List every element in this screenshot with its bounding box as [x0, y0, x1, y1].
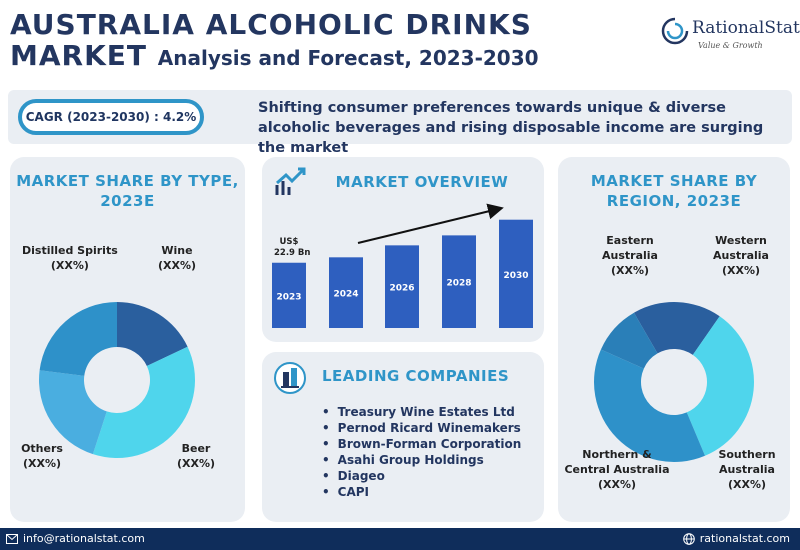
- footer-email-text[interactable]: info@rationalstat.com: [23, 532, 145, 545]
- market-share-region-card: MARKET SHARE BY REGION, 2023E Eastern Aus…: [558, 157, 790, 522]
- region-slice-western-australia: [634, 302, 720, 355]
- label-northern-central-australia: Northern & Central Australia (XX%): [564, 448, 670, 491]
- region-donut-chart: [594, 302, 754, 462]
- region-slice-eastern-australia: [600, 312, 658, 369]
- type-slice-others: [39, 370, 107, 455]
- overview-bar-chart: 2023 2024 2026 2028 2030: [272, 203, 533, 328]
- label-wine: Wine (XX%): [157, 244, 197, 272]
- type-donut-chart: [39, 302, 195, 458]
- mail-icon: [6, 533, 18, 544]
- type-slice-distilled-spirits: [39, 302, 117, 376]
- cagr-badge: CAGR (2023-2030) : 4.2%: [18, 99, 204, 135]
- page-header: AUSTRALIA ALCOHOLIC DRINKS MARKET Analys…: [10, 10, 610, 74]
- type-chart-title: MARKET SHARE BY TYPE, 2023E: [16, 172, 239, 210]
- company-item: Pernod Ricard Winemakers: [322, 420, 521, 436]
- company-item: Diageo: [322, 468, 521, 484]
- company-item: Brown-Forman Corporation: [322, 436, 522, 452]
- bar-label-2023: 2023: [276, 292, 301, 302]
- page-footer: info@rationalstat.com rationalstat.com: [0, 528, 800, 550]
- logo-tagline: Value & Growth: [698, 41, 763, 50]
- bar-label-2028: 2028: [446, 279, 471, 289]
- bar-2026: [385, 245, 419, 328]
- page-title-line2: MARKET Analysis and Forecast, 2023-2030: [10, 40, 610, 74]
- bar-2024: [329, 257, 363, 328]
- bar-2030: [499, 219, 533, 328]
- company-item: Asahi Group Holdings: [322, 452, 521, 468]
- banner-text: Shifting consumer preferences towards un…: [258, 100, 764, 156]
- company-item: CAPI: [322, 484, 521, 500]
- page-title-main: MARKET: [10, 39, 148, 72]
- region-slice-northern-central-australia: [594, 349, 706, 462]
- leading-companies-card: LEADING COMPANIES Treasury Wine Estates …: [262, 352, 544, 522]
- company-item: Treasury Wine Estates Ltd: [322, 404, 521, 420]
- footer-email[interactable]: info@rationalstat.com: [6, 532, 145, 545]
- label-beer: Beer (XX%): [176, 442, 216, 470]
- market-share-type-card: MARKET SHARE BY TYPE, 2023E Distilled Sp…: [10, 157, 245, 522]
- growth-chart-icon: [275, 167, 306, 195]
- bar-label-2024: 2024: [333, 290, 358, 300]
- footer-website-text[interactable]: rationalstat.com: [699, 532, 790, 545]
- market-overview-card: MARKET OVERVIEW 2023 2024 2026 2028 2030 US$…: [262, 157, 544, 342]
- brand-logo: RationalStat Value & Growth: [660, 14, 800, 54]
- companies-title: LEADING COMPANIES: [322, 367, 510, 385]
- globe-icon: [682, 532, 695, 545]
- bar-label-2030: 2030: [503, 271, 528, 281]
- page-title-line1: AUSTRALIA ALCOHOLIC DRINKS: [10, 8, 532, 41]
- overview-title: MARKET OVERVIEW: [335, 173, 509, 191]
- logo-name: RationalStat: [692, 18, 800, 38]
- region-slice-southern-australia: [686, 316, 754, 456]
- cagr-banner: CAGR (2023-2030) : 4.2% Shifting consume…: [8, 90, 792, 156]
- label-southern-australia: Southern Australia (XX%): [718, 448, 776, 491]
- bar-label-2026: 2026: [389, 284, 414, 294]
- label-distilled-spirits: Distilled Spirits (XX%): [22, 244, 118, 272]
- growth-arrow: [357, 203, 504, 244]
- type-slice-beer: [92, 346, 195, 458]
- label-eastern-australia: Eastern Australia (XX%): [602, 234, 658, 277]
- companies-list: Treasury Wine Estates Ltd Pernod Ricard …: [322, 404, 522, 500]
- footer-website[interactable]: rationalstat.com: [682, 532, 790, 545]
- bar-2023: [272, 262, 306, 328]
- region-chart-title: MARKET SHARE BY REGION, 2023E: [590, 172, 758, 210]
- type-slice-wine: [117, 302, 188, 366]
- building-icon: [274, 362, 306, 394]
- bar-data-label-2023: US$ 22.9 Bn: [274, 237, 311, 258]
- bar-2028: [442, 235, 476, 328]
- logo-swirl-icon: [661, 17, 689, 45]
- label-others: Others (XX%): [21, 442, 63, 470]
- page-subtitle: Analysis and Forecast, 2023-2030: [157, 46, 539, 70]
- label-western-australia: Western Australia (XX%): [713, 234, 769, 277]
